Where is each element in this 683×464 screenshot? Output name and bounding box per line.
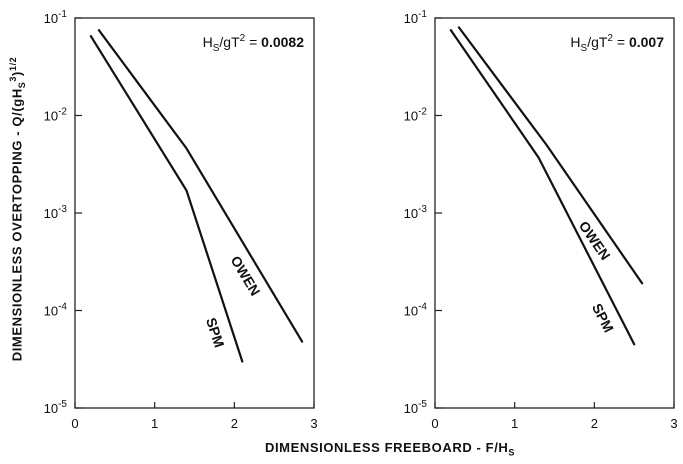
x-tick-label: 3 <box>670 416 677 431</box>
annotation-lhs-mid: /gT <box>587 34 608 50</box>
x-tick-label: 0 <box>431 416 438 431</box>
y-tick-base: 10 <box>44 109 58 124</box>
series-line-spm <box>449 29 636 346</box>
y-tick-label: 10-4 <box>404 302 428 319</box>
y-axis-label-tail-sup: 1/2 <box>8 56 18 72</box>
x-axis-label: DIMENSIONLESS FREEBOARD - F/HS <box>200 440 580 458</box>
series-line-owen <box>97 29 304 343</box>
y-axis-label: DIMENSIONLESS OVERTOPPING - Q/(gHS3)1/2 <box>8 9 27 409</box>
x-tick-label: 2 <box>591 416 598 431</box>
series-label-spm: SPM <box>589 301 617 335</box>
y-tick-base: 10 <box>404 401 418 416</box>
steepness-annotation: HS/gT2 = 0.007 <box>570 33 664 54</box>
annotation-value: 0.007 <box>629 34 664 50</box>
y-tick-label: 10-2 <box>44 107 68 124</box>
y-tick-label: 10-3 <box>404 204 428 221</box>
y-tick-base: 10 <box>44 206 58 221</box>
y-tick-label: 10-3 <box>44 204 68 221</box>
x-tick-label: 1 <box>511 416 518 431</box>
y-tick-label: 10-2 <box>404 107 428 124</box>
x-tick-label: 1 <box>151 416 158 431</box>
y-axis-label-main: DIMENSIONLESS OVERTOPPING - Q/(gH <box>9 88 25 362</box>
y-tick-base: 10 <box>404 206 418 221</box>
y-tick-exponent: -1 <box>58 9 67 20</box>
y-tick-label: 10-5 <box>404 399 428 416</box>
y-tick-exponent: -3 <box>58 204 67 215</box>
x-tick-label: 2 <box>231 416 238 431</box>
y-tick-exponent: -1 <box>418 9 427 20</box>
annotation-lhs-sub: S <box>581 43 588 54</box>
y-tick-exponent: -3 <box>418 204 427 215</box>
series-line-spm <box>89 35 244 363</box>
annotation-lhs-base: H <box>203 34 213 50</box>
x-tick-label: 0 <box>71 416 78 431</box>
y-tick-base: 10 <box>404 109 418 124</box>
y-tick-base: 10 <box>44 401 58 416</box>
y-tick-base: 10 <box>404 11 418 26</box>
plot-frame <box>434 17 675 409</box>
y-tick-exponent: -5 <box>58 399 67 410</box>
y-axis-label-sub: S <box>16 81 27 89</box>
steepness-annotation: HS/gT2 = 0.0082 <box>203 33 305 54</box>
annotation-equals: = <box>245 34 261 50</box>
y-tick-exponent: -4 <box>58 302 67 313</box>
y-tick-exponent: -2 <box>58 107 67 118</box>
y-tick-label: 10-1 <box>404 9 428 26</box>
y-tick-exponent: -4 <box>418 302 427 313</box>
series-label-owen: OWEN <box>227 253 263 299</box>
y-tick-label: 10-4 <box>44 302 68 319</box>
annotation-lhs-base: H <box>570 34 580 50</box>
x-axis-label-main: DIMENSIONLESS FREEBOARD - F/H <box>264 440 509 455</box>
annotation-value: 0.0082 <box>261 34 304 50</box>
y-tick-label: 10-5 <box>44 399 68 416</box>
y-axis-label-sup: 3 <box>8 75 18 82</box>
y-tick-label: 10-1 <box>44 9 68 26</box>
y-tick-base: 10 <box>44 304 58 319</box>
annotation-lhs-sup: 2 <box>607 33 613 44</box>
y-tick-exponent: -2 <box>418 107 427 118</box>
y-axis-label-tail: ) <box>9 71 25 76</box>
y-tick-exponent: -5 <box>418 399 427 410</box>
annotation-equals: = <box>613 34 629 50</box>
series-line-owen <box>457 26 644 285</box>
y-tick-base: 10 <box>404 304 418 319</box>
annotation-lhs-sub: S <box>213 43 220 54</box>
x-axis-label-sub: S <box>508 447 516 458</box>
y-tick-base: 10 <box>44 11 58 26</box>
annotation-lhs-sup: 2 <box>240 33 246 44</box>
annotation-lhs-mid: /gT <box>219 34 240 50</box>
series-label-spm: SPM <box>203 316 228 350</box>
x-tick-label: 3 <box>310 416 317 431</box>
